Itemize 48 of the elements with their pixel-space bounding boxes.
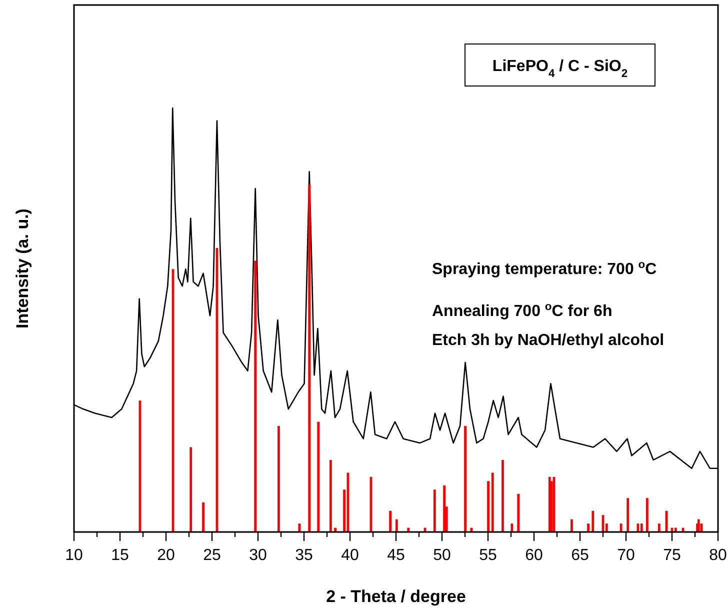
- bar: [646, 498, 648, 532]
- bar: [329, 460, 332, 532]
- x-tick-label: 15: [111, 547, 129, 564]
- x-tick-label: 65: [571, 547, 589, 564]
- x-tick-label: 75: [663, 547, 681, 564]
- bar: [658, 524, 660, 532]
- x-tick-label: 30: [249, 547, 267, 564]
- x-tick-label: 55: [479, 547, 497, 564]
- bar: [570, 519, 573, 532]
- bar: [517, 494, 520, 532]
- x-tick-label: 80: [709, 547, 727, 564]
- bar: [278, 426, 280, 532]
- bar: [502, 460, 504, 532]
- x-tick-label: 40: [341, 547, 359, 564]
- x-tick-label: 70: [617, 547, 635, 564]
- x-tick-label: 25: [203, 547, 221, 564]
- bar: [202, 502, 204, 532]
- bar: [592, 510, 594, 532]
- bar: [389, 510, 392, 532]
- x-tick-label: 60: [525, 547, 543, 564]
- annotation: Spraying temperature: 700 $^{o}$C: [432, 259, 658, 278]
- bar: [254, 260, 257, 532]
- bar: [640, 524, 643, 532]
- bar: [487, 481, 490, 532]
- bar: [626, 498, 630, 532]
- x-tick-label: 10: [65, 547, 83, 564]
- x-tick-label: 35: [295, 547, 313, 564]
- bar: [395, 519, 398, 532]
- x-tick-label: 45: [387, 547, 405, 564]
- bar: [700, 524, 703, 532]
- bar: [443, 485, 446, 532]
- annotation: Etch 3h by NaOH/ethyl alcohol: [432, 332, 664, 349]
- bar: [308, 184, 311, 532]
- bar: [317, 422, 320, 532]
- bar: [697, 519, 700, 532]
- bar: [298, 524, 301, 532]
- x-tick-label: 50: [433, 547, 451, 564]
- annotation: Annealing 700 $^{o}$C for 6h: [432, 301, 612, 320]
- bar: [510, 524, 514, 532]
- bar: [190, 447, 192, 532]
- bar: [464, 426, 466, 532]
- bar: [433, 490, 436, 532]
- x-tick-label: 20: [157, 547, 175, 564]
- x-axis-title: 2 - Theta / degree: [326, 587, 466, 606]
- text: LiFePO$_{4}$ / C - SiO$_{2}$: [492, 58, 628, 80]
- bar: [491, 472, 494, 532]
- bar: [587, 524, 590, 532]
- y-axis-title: Intensity (a. u.): [13, 208, 32, 328]
